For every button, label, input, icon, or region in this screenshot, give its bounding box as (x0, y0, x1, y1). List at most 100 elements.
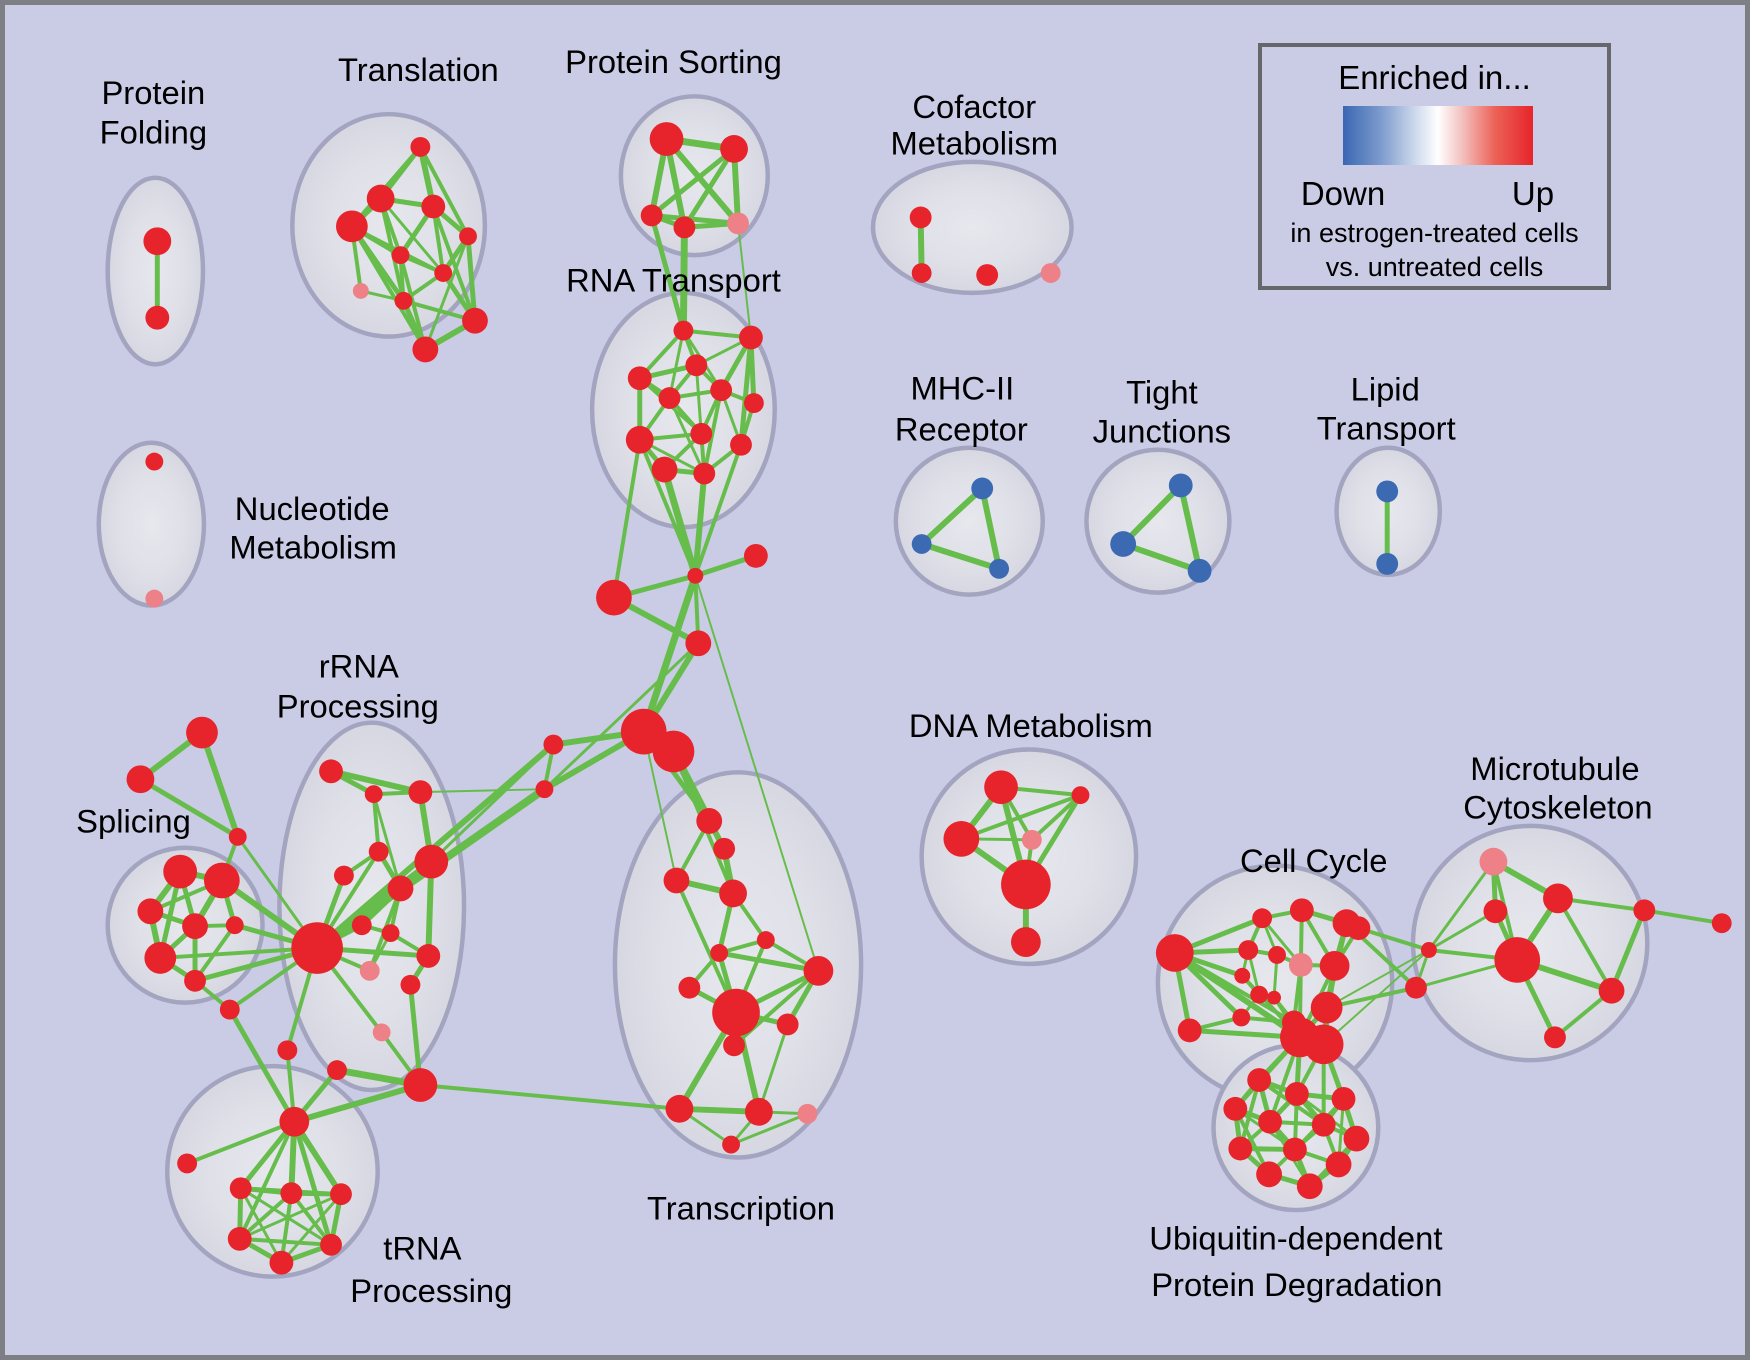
edge-g1-g3 (199, 729, 241, 840)
gene-set-node-g3 (228, 827, 247, 846)
gene-set-node-t3 (421, 194, 446, 219)
gene-set-node-t4 (335, 210, 368, 243)
gene-set-node-u3 (1331, 1086, 1356, 1111)
edge-t5-t10 (465, 233, 478, 324)
gene-set-node-u9 (1282, 1137, 1307, 1162)
gene-set-node-mt10 (1346, 916, 1371, 941)
gene-set-node-r8 (351, 915, 372, 936)
gene-set-node-m2 (911, 534, 932, 554)
gene-set-node-s1 (163, 854, 198, 889)
gene-set-node-d2 (1071, 786, 1090, 805)
edge-g4-tr1 (227, 1007, 297, 1125)
cluster-label-protein-sorting-line1: Protein Sorting (565, 43, 782, 80)
gene-set-node-u12 (1296, 1173, 1323, 1200)
gene-set-node-cc3 (1252, 908, 1273, 929)
edge-r6-c2 (429, 743, 555, 864)
gene-set-node-r6 (414, 844, 449, 879)
gene-set-node-s6 (144, 942, 177, 974)
gene-set-node-mt2 (1543, 883, 1573, 914)
gene-set-node-tx15 (722, 1135, 740, 1154)
gene-set-node-rt6 (710, 379, 733, 402)
gene-set-node-rt2 (739, 325, 763, 350)
gene-set-node-s2 (203, 862, 240, 899)
edge-g2-g3 (137, 776, 241, 840)
edge-mt5-mt6 (1609, 907, 1647, 994)
edge-tr1-tr7 (291, 1119, 334, 1248)
gene-set-node-d3 (943, 820, 980, 857)
edge-t4-t11 (349, 224, 428, 352)
gene-set-node-ps2 (720, 135, 748, 163)
gene-set-node-t2 (366, 184, 395, 213)
gene-set-node-u1 (1247, 1068, 1272, 1092)
gene-set-node-tr1 (279, 1106, 310, 1137)
cluster-ellipse-mhc-ii-receptor (893, 445, 1045, 597)
edge-tj1-tj3 (1177, 482, 1203, 574)
edge-ps4-rt1 (679, 223, 688, 335)
gene-set-node-tx1 (696, 808, 723, 834)
gene-set-node-g2 (126, 765, 155, 794)
legend-subtitle-line2: vs. untreated cells (1325, 252, 1544, 282)
gene-set-node-cc2 (1177, 1018, 1202, 1043)
cluster-label-microtubule-cytoskeleton-line1: Microtubule (1470, 750, 1639, 787)
gene-set-node-s7 (184, 969, 206, 992)
cluster-label-transcription-line1: Transcription (647, 1190, 835, 1227)
gene-set-node-d5 (1001, 859, 1051, 910)
cluster-label-mhc-ii-receptor-line2: Receptor (895, 410, 1028, 447)
gene-set-node-tr6 (227, 1226, 252, 1251)
gene-set-node-rt1 (673, 320, 694, 341)
cluster-label-ubiquitin-degradation-line1: Ubiquitin-dependent (1149, 1219, 1442, 1256)
cluster-label-rrna-processing-line2: Processing (277, 687, 439, 724)
edge-m1-m2 (918, 485, 986, 547)
gene-set-node-cc7 (1268, 946, 1286, 964)
gene-set-node-tx7 (803, 955, 834, 986)
gene-set-node-r2 (364, 785, 383, 804)
edge-mt6-mt7 (1642, 908, 1724, 926)
edge-t3-t10 (431, 204, 477, 323)
edge-rt9-c4 (637, 437, 698, 578)
edge-tr3-tr7 (239, 1186, 333, 1247)
gene-set-node-n1 (145, 452, 164, 471)
edge-c4-tx7 (694, 574, 820, 972)
gene-set-node-s3 (137, 898, 164, 925)
edge-tx14-tx15 (729, 1112, 809, 1147)
gene-set-node-tr2 (177, 1153, 198, 1174)
gene-set-node-d6 (1010, 927, 1041, 957)
gene-set-node-mt9 (1420, 942, 1437, 958)
edge-tr6-tr7 (237, 1236, 334, 1247)
gene-set-node-lt2 (1376, 552, 1399, 575)
gene-set-node-tx8 (678, 976, 701, 999)
edge-tj1-tj2 (1120, 482, 1184, 547)
cluster-label-protein-folding-line1: Protein (101, 74, 205, 111)
gene-set-node-mt8 (1544, 1026, 1566, 1049)
gene-set-node-rt7 (743, 393, 764, 413)
edge-r3-c1 (419, 788, 546, 794)
legend: Enriched in... Down Up in estrogen-treat… (1258, 43, 1611, 290)
gene-set-node-ps1 (649, 122, 684, 156)
gene-set-node-tj3 (1187, 558, 1212, 583)
edge-ps2-ps4 (681, 146, 737, 230)
edge-tr5-tr6 (238, 1192, 343, 1241)
edge-mt9-cc17 (1322, 949, 1430, 1046)
legend-down-label: Down (1300, 175, 1386, 212)
gene-set-node-cc1 (1155, 934, 1194, 972)
gene-set-node-cc17 (1303, 1024, 1344, 1065)
gene-set-node-c5 (743, 544, 768, 568)
edge-s6-hub1 (158, 946, 320, 960)
edge-rt1-rt5 (668, 329, 685, 400)
edge-mt9-mt3 (1427, 909, 1497, 952)
gene-set-node-d1 (984, 770, 1018, 805)
gene-set-node-t9 (394, 291, 413, 310)
gene-set-node-r4 (368, 841, 389, 862)
gene-set-node-r9 (381, 924, 400, 943)
gene-set-node-rt5 (658, 387, 681, 410)
edge-mt9-cc15 (1325, 949, 1430, 1009)
gene-set-node-s4 (182, 913, 208, 940)
gene-set-node-hub1 (291, 922, 343, 974)
edge-m1-m3 (979, 485, 1003, 572)
edge-tr1-tr6 (237, 1119, 297, 1241)
gene-set-node-cc15 (1310, 991, 1343, 1024)
edge-d2-d3 (959, 793, 1083, 841)
edge-tx3-tx9 (674, 878, 739, 1015)
edge-t1-t5 (418, 144, 471, 239)
